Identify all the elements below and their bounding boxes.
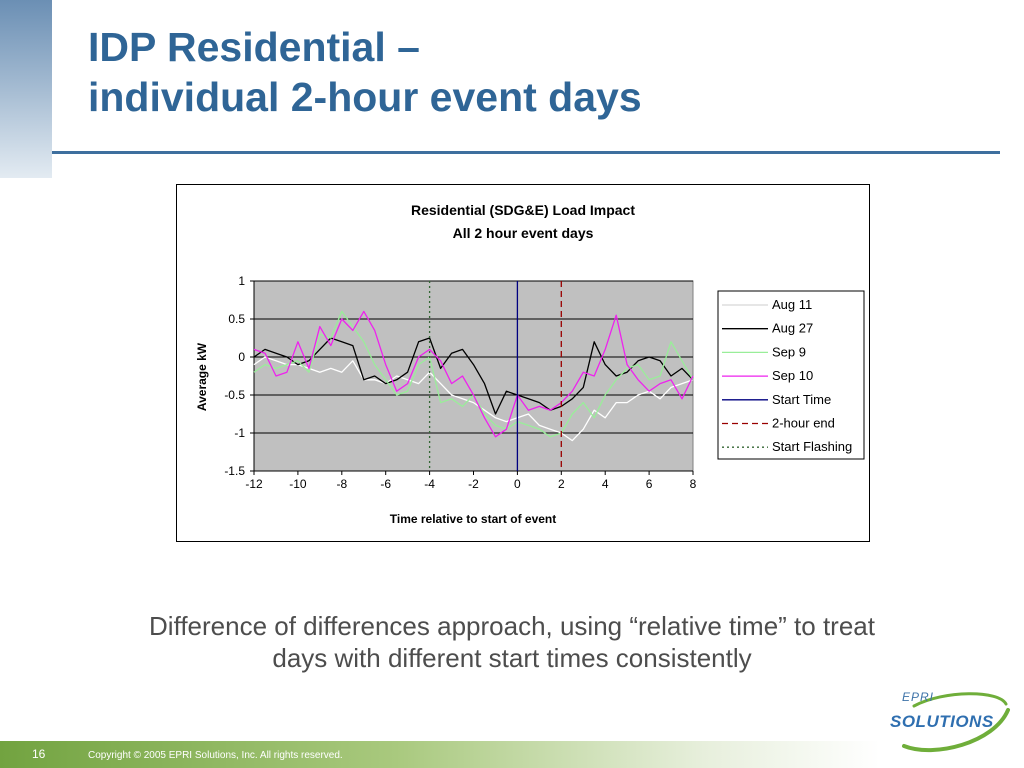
x-tick-label: 2 bbox=[558, 477, 565, 491]
load-impact-chart: Residential (SDG&E) Load Impact All 2 ho… bbox=[195, 202, 865, 526]
series-line-aug-11 bbox=[253, 356, 694, 442]
y-tick-label: 0 bbox=[238, 350, 245, 364]
legend-label-start-time: Start Time bbox=[772, 392, 831, 407]
y-tick-label: -1.5 bbox=[224, 464, 245, 478]
chart-title: Residential (SDG&E) Load Impact bbox=[411, 202, 635, 218]
logo-swoosh-icon bbox=[902, 692, 1010, 753]
y-axis-label: Average kW bbox=[195, 342, 209, 411]
page-number: 16 bbox=[32, 747, 46, 761]
slide-title-line-2: individual 2-hour event days bbox=[88, 74, 642, 120]
epri-solutions-logo: EPRI SOLUTIONS bbox=[884, 688, 1016, 758]
caption-line-1: Difference of differences approach, usin… bbox=[149, 611, 875, 641]
x-tick-label: 6 bbox=[646, 477, 653, 491]
series-line-sep-10 bbox=[253, 310, 694, 438]
x-tick-label: 8 bbox=[690, 477, 697, 491]
copyright-notice: Copyright © 2005 EPRI Solutions, Inc. Al… bbox=[88, 750, 343, 761]
y-tick-label: -1 bbox=[234, 426, 245, 440]
caption-line-2: days with different start times consiste… bbox=[272, 643, 752, 673]
chart-frame: Residential (SDG&E) Load Impact All 2 ho… bbox=[176, 184, 870, 542]
logo-text-top: EPRI bbox=[902, 690, 935, 704]
corner-accent bbox=[0, 0, 52, 178]
x-tick-label: -4 bbox=[424, 477, 435, 491]
legend-label-sep-9: Sep 9 bbox=[772, 344, 806, 359]
series-line-aug-27 bbox=[253, 337, 694, 415]
chart-legend: Aug 11 Aug 27 Sep 9 Sep 10 Start Time 2-hour … bbox=[717, 290, 865, 460]
chart-subtitle: All 2 hour event days bbox=[453, 225, 594, 241]
x-tick-label: -6 bbox=[380, 477, 391, 491]
legend-label-aug-11: Aug 11 bbox=[772, 297, 812, 312]
slide-title-line-1: IDP Residential – bbox=[88, 24, 420, 70]
x-tick-label: -12 bbox=[245, 477, 263, 491]
footer-bar bbox=[0, 741, 880, 768]
logo-text-main: SOLUTIONS bbox=[890, 712, 994, 731]
legend-label-2-hour-end: 2-hour end bbox=[772, 416, 835, 431]
y-tick-label: -0.5 bbox=[224, 388, 245, 402]
x-tick-label: -2 bbox=[468, 477, 479, 491]
plot-background bbox=[253, 280, 694, 472]
x-tick-label: 0 bbox=[514, 477, 521, 491]
legend-box bbox=[717, 290, 865, 460]
legend-label-aug-27: Aug 27 bbox=[772, 321, 813, 336]
legend-label-sep-10: Sep 10 bbox=[772, 368, 813, 383]
slide-title: IDP Residential – individual 2-hour even… bbox=[88, 22, 642, 122]
y-tick-label: 1 bbox=[238, 274, 245, 288]
x-tick-label: 4 bbox=[602, 477, 609, 491]
title-divider bbox=[52, 151, 1000, 154]
y-tick-label: 0.5 bbox=[228, 312, 245, 326]
slide-caption: Difference of differences approach, usin… bbox=[90, 610, 934, 674]
x-axis-label: Time relative to start of event bbox=[390, 512, 557, 526]
plot-area: 1 0.5 0 -0.5 -1 -1.5-12 -10 -8 -6 -4 -2 0 2 4 6 8 bbox=[224, 274, 696, 491]
x-tick-label: -8 bbox=[336, 477, 347, 491]
legend-label-start-flashing: Start Flashing bbox=[772, 439, 852, 454]
x-tick-label: -10 bbox=[289, 477, 307, 491]
